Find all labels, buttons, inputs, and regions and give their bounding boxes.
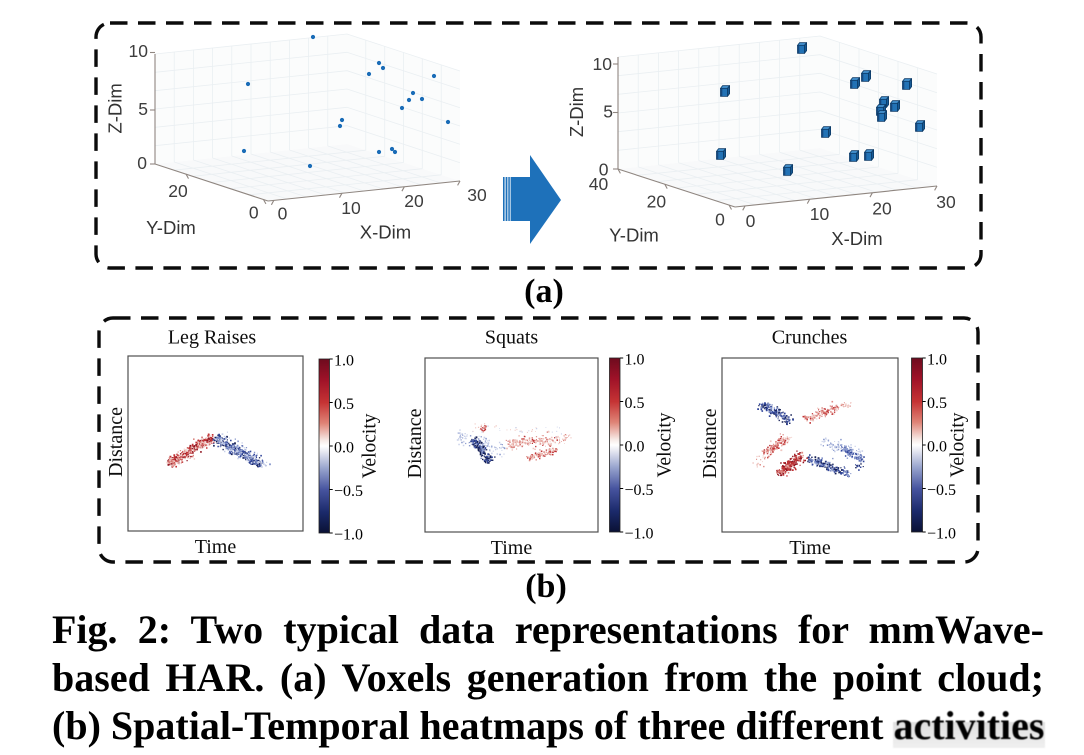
svg-text:Velocity: Velocity [655,412,676,477]
svg-text:−0.5: −0.5 [625,482,654,499]
svg-text:0: 0 [249,202,259,222]
svg-text:Distance: Distance [404,408,426,478]
svg-text:Z-Dim: Z-Dim [566,87,587,137]
svg-text:−1.0: −1.0 [625,526,654,543]
svg-text:0.5: 0.5 [625,395,645,412]
svg-text:0: 0 [137,153,147,173]
svg-text:Z-Dim: Z-Dim [104,83,125,133]
svg-text:0: 0 [599,160,609,180]
svg-text:0.5: 0.5 [927,395,947,412]
svg-text:(a): (a) [524,273,564,310]
svg-text:5: 5 [138,99,148,119]
svg-text:−1.0: −1.0 [334,527,363,544]
svg-text:20: 20 [168,181,188,201]
svg-text:0.0: 0.0 [625,439,645,456]
svg-text:20: 20 [872,198,892,218]
svg-text:0: 0 [746,211,756,231]
svg-text:X-Dim: X-Dim [831,228,882,249]
svg-text:40: 40 [589,174,609,194]
svg-text:Time: Time [195,536,237,558]
svg-text:Velocity: Velocity [948,412,969,477]
svg-text:20: 20 [404,191,424,211]
svg-text:(b): (b) [525,568,567,605]
svg-text:Velocity: Velocity [360,413,381,478]
svg-text:20: 20 [647,192,667,212]
svg-text:−1.0: −1.0 [927,526,956,543]
svg-text:0.0: 0.0 [927,439,947,456]
svg-text:0: 0 [715,209,725,229]
svg-text:Time: Time [491,537,533,559]
svg-text:5: 5 [603,102,613,122]
svg-text:0: 0 [278,204,288,224]
svg-text:10: 10 [341,198,361,218]
svg-text:Distance: Distance [699,408,721,478]
svg-text:−0.5: −0.5 [927,482,956,499]
svg-text:Distance: Distance [105,407,127,477]
svg-text:30: 30 [936,192,956,212]
svg-text:30: 30 [467,185,487,205]
svg-text:10: 10 [129,41,149,61]
svg-text:0.5: 0.5 [334,396,354,413]
svg-text:1.0: 1.0 [625,352,645,369]
svg-text:Crunches: Crunches [772,327,848,349]
svg-text:Leg Raises: Leg Raises [168,327,257,349]
svg-text:Y-Dim: Y-Dim [146,217,196,238]
svg-text:X-Dim: X-Dim [360,222,411,243]
svg-text:Squats: Squats [485,327,539,349]
svg-text:Time: Time [789,537,831,559]
svg-text:Y-Dim: Y-Dim [609,225,659,246]
svg-text:10: 10 [810,204,830,224]
svg-text:−0.5: −0.5 [334,483,363,500]
svg-text:10: 10 [593,54,613,74]
svg-text:1.0: 1.0 [927,352,947,369]
svg-text:1.0: 1.0 [334,353,354,370]
svg-text:0.0: 0.0 [334,440,354,457]
